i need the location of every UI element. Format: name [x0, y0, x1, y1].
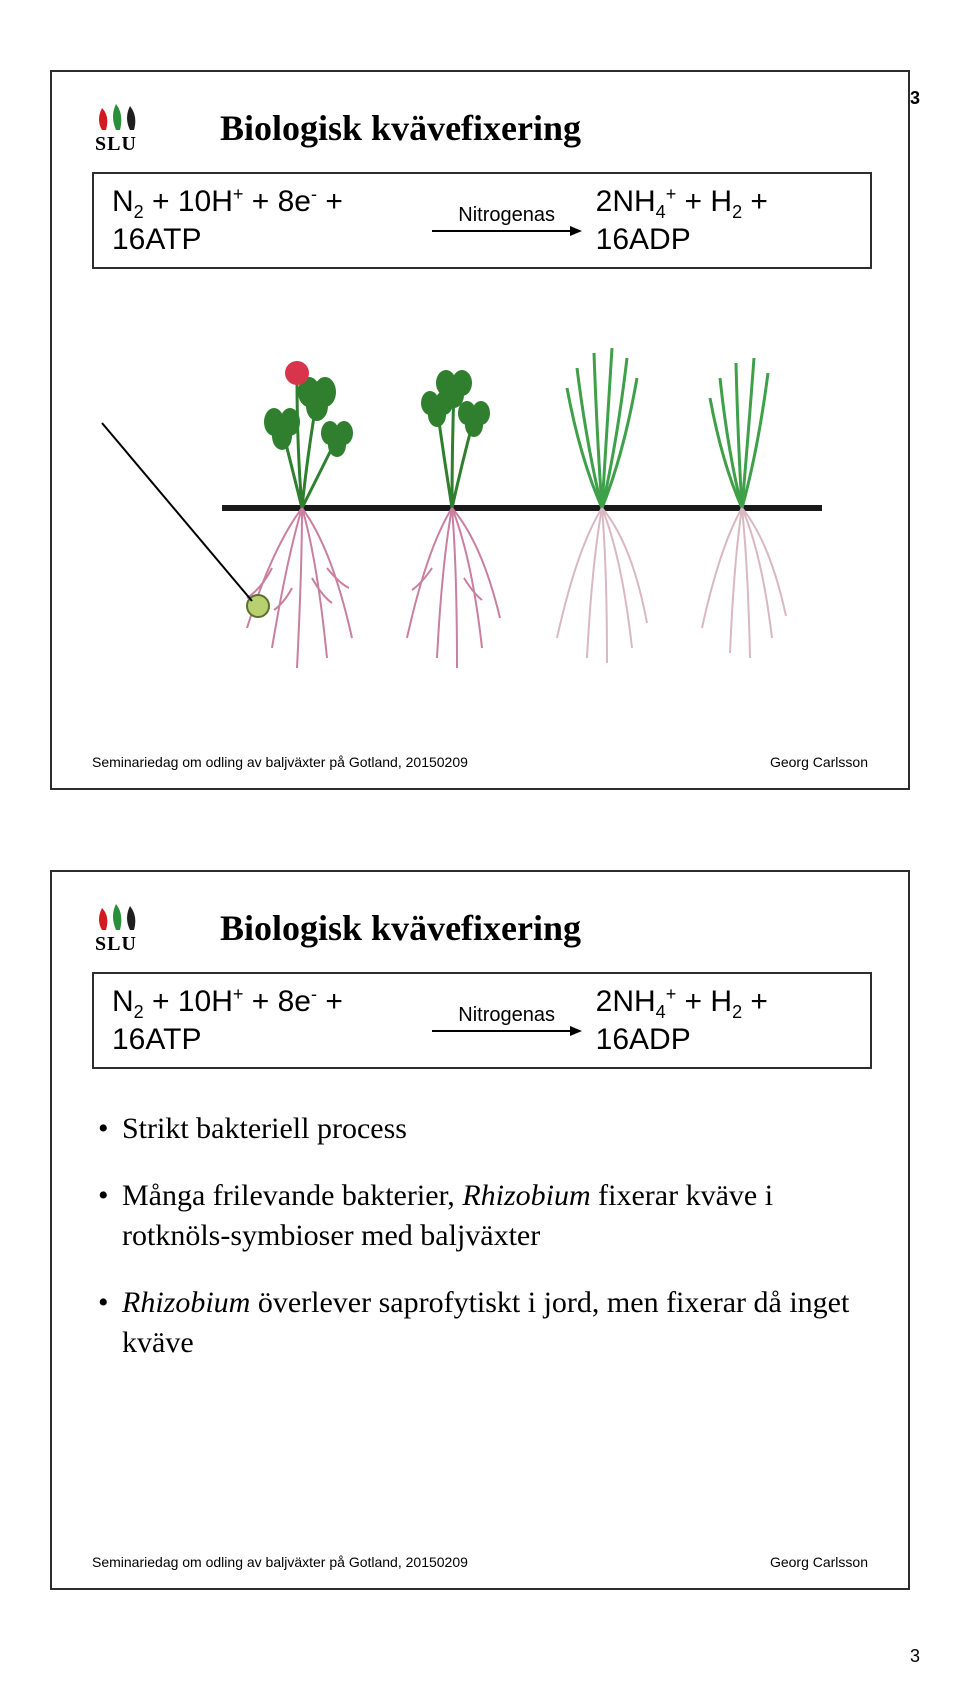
arrow-label: Nitrogenas: [458, 1004, 555, 1027]
footer-left: Seminariedag om odling av baljväxter på …: [92, 754, 468, 770]
equation-box-1: N2 + 10H+ + 8e- + 16ATP Nitrogenas 2NH4+…: [92, 172, 872, 269]
slu-logo: SLU: [92, 102, 140, 154]
nitrogenas-arrow: Nitrogenas: [432, 1004, 582, 1037]
eq-lhs: N2 + 10H+ + 8e- + 16ATP: [112, 984, 418, 1057]
slide-2-footer: Seminariedag om odling av baljväxter på …: [92, 1554, 868, 1570]
arrow-label: Nitrogenas: [458, 204, 555, 227]
slu-logo: SLU: [92, 902, 140, 954]
slide-1: SLU Biologisk kvävefixering N2 + 10H+ + …: [50, 70, 910, 790]
footer-right: Georg Carlsson: [770, 754, 868, 770]
equation-box-2: N2 + 10H+ + 8e- + 16ATP Nitrogenas 2NH4+…: [92, 972, 872, 1069]
slu-logo-icon: [92, 902, 140, 932]
slide-2-title: Biologisk kvävefixering: [220, 907, 581, 949]
slu-logo-text: SLU: [95, 134, 137, 154]
footer-right: Georg Carlsson: [770, 1554, 868, 1570]
slide-2-header: SLU Biologisk kvävefixering: [92, 902, 868, 954]
bullet-item: Rhizobium överlever saprofytiskt i jord,…: [98, 1283, 868, 1364]
bullet-item: Strikt bakteriell process: [98, 1109, 868, 1150]
eq-lhs: N2 + 10H+ + 8e- + 16ATP: [112, 184, 418, 257]
nitrogenas-arrow: Nitrogenas: [432, 204, 582, 237]
reaction-arrow-icon: [432, 225, 582, 237]
reaction-arrow-icon: [432, 1025, 582, 1037]
slide-1-footer: Seminariedag om odling av baljväxter på …: [92, 754, 868, 770]
slide-1-header: SLU Biologisk kvävefixering: [92, 102, 868, 154]
slide-2: SLU Biologisk kvävefixering N2 + 10H+ + …: [50, 870, 910, 1590]
slide-1-title: Biologisk kvävefixering: [220, 107, 581, 149]
bullet-list: Strikt bakteriell process Många frilevan…: [92, 1109, 868, 1364]
slu-logo-icon: [92, 102, 140, 132]
page-number: 3: [910, 1646, 920, 1667]
bullet-item: Många frilevande bakterier, Rhizobium fi…: [98, 1176, 868, 1257]
slu-logo-text: SLU: [95, 934, 137, 954]
eq-rhs: 2NH4+ + H2 + 16ADP: [596, 984, 852, 1057]
plant-illustration: [92, 293, 868, 723]
footer-left: Seminariedag om odling av baljväxter på …: [92, 1554, 468, 1570]
eq-rhs: 2NH4+ + H2 + 16ADP: [596, 184, 852, 257]
